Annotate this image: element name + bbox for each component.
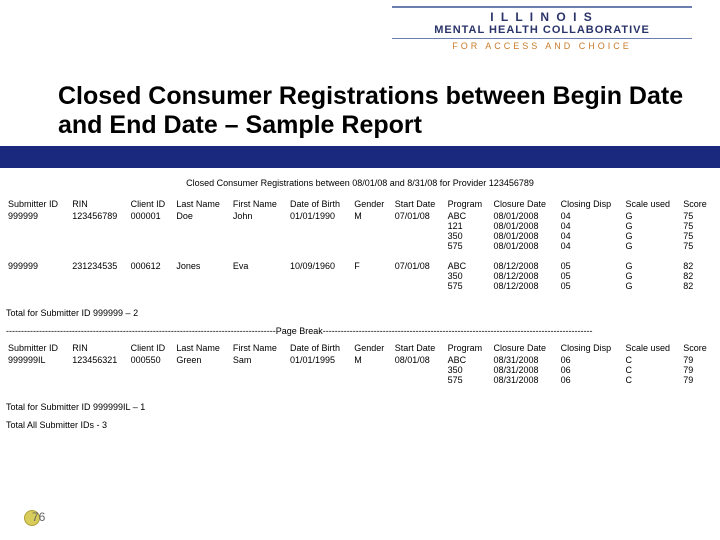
col-header: RIN: [70, 198, 128, 210]
col-header: Gender: [352, 342, 392, 354]
col-header: Scale used: [624, 342, 682, 354]
brand-rule-top: [392, 6, 692, 8]
col-header: Closure Date: [491, 342, 558, 354]
col-header: Score: [681, 342, 714, 354]
page-break: ----------------------------------------…: [6, 326, 714, 336]
table-row: 999999231234535000612JonesEva10/09/1960F…: [6, 260, 714, 292]
col-header: Closing Disp: [559, 342, 624, 354]
table-row: 999999123456789000001DoeJohn01/01/1990M0…: [6, 210, 714, 252]
brand-line2: MENTAL HEALTH COLLABORATIVE: [392, 24, 692, 36]
col-header: Scale used: [624, 198, 682, 210]
table-row: 999999IL123456321000550GreenSam01/01/199…: [6, 354, 714, 386]
section2-total-1: Total for Submitter ID 999999IL – 1: [6, 402, 714, 412]
brand-line1: I L L I N O I S: [392, 10, 692, 24]
report-table-2: Submitter IDRINClient IDLast NameFirst N…: [6, 342, 714, 394]
col-header: Submitter ID: [6, 198, 70, 210]
col-header: Start Date: [393, 198, 446, 210]
col-header: Start Date: [393, 342, 446, 354]
slide-number: 76: [32, 510, 45, 524]
col-header: RIN: [70, 342, 128, 354]
col-header: First Name: [231, 342, 288, 354]
col-header: Program: [446, 342, 492, 354]
brand-block: I L L I N O I S MENTAL HEALTH COLLABORAT…: [392, 6, 692, 51]
brand-line3: FOR ACCESS AND CHOICE: [392, 41, 692, 51]
title-underline-bar: [0, 146, 720, 168]
slide-title: Closed Consumer Registrations between Be…: [58, 82, 700, 140]
col-header: Closing Disp: [559, 198, 624, 210]
col-header: Submitter ID: [6, 342, 70, 354]
report-table-1: Submitter IDRINClient IDLast NameFirst N…: [6, 198, 714, 300]
col-header: First Name: [231, 198, 288, 210]
col-header: Last Name: [174, 198, 231, 210]
brand-rule-mid: [392, 38, 692, 39]
report-header: Closed Consumer Registrations between 08…: [6, 178, 714, 188]
col-header: Program: [446, 198, 492, 210]
col-header: Last Name: [174, 342, 231, 354]
col-header: Client ID: [129, 198, 175, 210]
col-header: Closure Date: [491, 198, 558, 210]
col-header: Client ID: [129, 342, 175, 354]
col-header: Date of Birth: [288, 342, 352, 354]
col-header: Score: [681, 198, 714, 210]
report-body: Closed Consumer Registrations between 08…: [6, 178, 714, 438]
col-header: Gender: [352, 198, 392, 210]
section2-total-2: Total All Submitter IDs - 3: [6, 420, 714, 430]
col-header: Date of Birth: [288, 198, 352, 210]
section1-total: Total for Submitter ID 999999 – 2: [6, 308, 714, 318]
